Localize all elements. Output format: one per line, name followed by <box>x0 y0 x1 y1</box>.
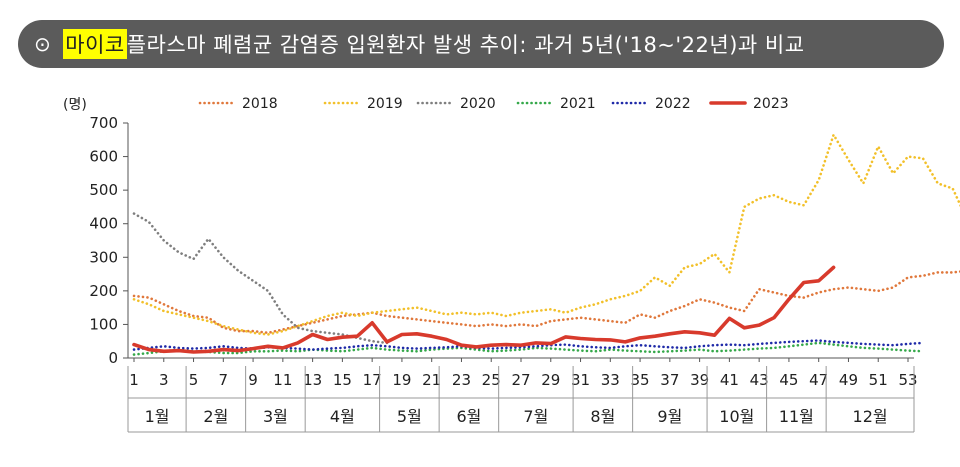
x-tick-label: 17 <box>363 371 382 389</box>
month-label: 10월 <box>719 407 754 426</box>
series-line-2021 <box>132 341 925 356</box>
y-tick-label: 700 <box>89 114 118 132</box>
x-tick-label: 1 <box>129 371 139 389</box>
month-label: 1월 <box>145 407 170 426</box>
x-tick-label: 41 <box>720 371 739 389</box>
x-tick-label: 27 <box>511 371 530 389</box>
month-label: 7월 <box>523 407 548 426</box>
legend-label-2023: 2023 <box>753 96 789 112</box>
x-tick-label: 15 <box>333 371 352 389</box>
series-line-2022 <box>132 339 925 351</box>
month-label: 2월 <box>203 407 228 426</box>
y-tick-label: 500 <box>89 181 118 199</box>
y-axis-label: (명) <box>63 97 87 113</box>
x-tick-label: 49 <box>839 371 858 389</box>
x-tick-label: 21 <box>422 371 441 389</box>
bullet-icon: ⊙ <box>34 32 52 56</box>
x-tick-label: 29 <box>541 371 560 389</box>
x-tick-label: 43 <box>750 371 769 389</box>
month-label: 9월 <box>657 407 682 426</box>
title-banner: ⊙ 마이코 플라스마 폐렴균 감염증 입원환자 발생 추이: 과거 5년('18… <box>18 20 944 68</box>
x-tick-label: 31 <box>571 371 590 389</box>
month-label: 3월 <box>263 407 288 426</box>
legend-label-2022: 2022 <box>655 96 691 112</box>
x-tick-label: 37 <box>660 371 679 389</box>
y-tick-label: 200 <box>89 282 118 300</box>
legend-label-2019: 2019 <box>367 96 403 112</box>
x-tick-label: 47 <box>809 371 828 389</box>
title-highlight: 마이코 <box>63 29 127 59</box>
month-label: 8월 <box>590 407 615 426</box>
x-tick-label: 53 <box>898 371 917 389</box>
x-tick-label: 45 <box>779 371 798 389</box>
title-text: 플라스마 폐렴균 감염증 입원환자 발생 추이: 과거 5년('18∼'22년)… <box>126 33 805 57</box>
legend-label-2018: 2018 <box>242 96 278 112</box>
x-tick-label: 19 <box>392 371 411 389</box>
y-tick-label: 100 <box>89 315 118 333</box>
x-tick-label: 13 <box>303 371 322 389</box>
x-tick-label: 51 <box>869 371 888 389</box>
x-tick-label: 25 <box>482 371 501 389</box>
x-tick-label: 23 <box>452 371 471 389</box>
x-tick-label: 11 <box>273 371 292 389</box>
x-tick-label: 7 <box>219 371 229 389</box>
y-tick-label: 300 <box>89 248 118 266</box>
x-tick-label: 9 <box>248 371 258 389</box>
legend-label-2021: 2021 <box>560 96 596 112</box>
y-tick-label: 600 <box>89 148 118 166</box>
series-line-2023 <box>132 265 836 354</box>
x-tick-label: 3 <box>159 371 169 389</box>
month-label: 5월 <box>397 407 422 426</box>
month-label: 4월 <box>330 407 355 426</box>
x-tick-label: 5 <box>189 371 199 389</box>
x-tick-label: 33 <box>601 371 620 389</box>
month-label: 12월 <box>853 407 888 426</box>
y-tick-label: 0 <box>108 349 118 367</box>
series-line-2019 <box>132 133 960 336</box>
legend-label-2020: 2020 <box>460 96 496 112</box>
month-label: 6월 <box>456 407 481 426</box>
x-tick-label: 35 <box>631 371 650 389</box>
series-line-2018 <box>132 270 960 335</box>
series-line-2020 <box>132 212 389 345</box>
x-tick-label: 39 <box>690 371 709 389</box>
month-label: 11월 <box>779 407 814 426</box>
y-tick-label: 400 <box>89 215 118 233</box>
